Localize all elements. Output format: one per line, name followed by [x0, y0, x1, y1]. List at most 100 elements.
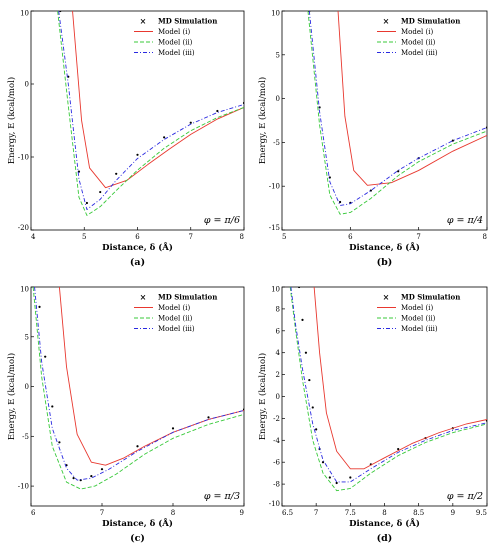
legend-label: MD Simulation: [158, 293, 217, 302]
series-md-simulation: [308, 11, 487, 204]
chart-panel-2: 5 6 7 8 10 5 0 -5 -10 -15 Distance, δ (Å) Energy, E…: [257, 10, 488, 268]
y-tick-label: -10: [18, 154, 29, 162]
md-simulation-point: [301, 318, 304, 321]
y-tick-label: -10: [269, 500, 280, 508]
md-simulation-point: [189, 121, 192, 124]
y-tick-label: 10: [271, 286, 280, 294]
legend-label: MD Simulation: [401, 17, 460, 26]
legend-item: × MD Simulation: [383, 292, 461, 302]
y-tick-label: 2: [276, 371, 280, 379]
series-line-model-i: [72, 11, 244, 189]
legend-item: Model (iii): [134, 325, 195, 333]
md-simulation-point: [58, 441, 61, 444]
y-tick-label: -10: [18, 483, 29, 491]
series-line-model-iii: [308, 11, 487, 206]
y-tick-label: 0: [276, 95, 280, 103]
x-tick-label: 8.5: [413, 509, 424, 517]
legend: × MD Simulation Model (i) Model (ii) Model (…: [131, 14, 241, 58]
legend-item: Model (iii): [377, 325, 438, 333]
md-simulation-point: [163, 136, 166, 139]
chart-panel-3: 6 7 8 9 10 5 0 -5 -10 Distance, δ (Å) Energy, E (k…: [6, 286, 245, 544]
legend-label: Model (iii): [158, 325, 195, 333]
legend-box: [131, 290, 241, 334]
x-tick-label: 4: [31, 233, 36, 241]
md-simulation-point: [297, 287, 301, 289]
legend-item: × MD Simulation: [383, 16, 461, 26]
panel-caption: (a): [130, 257, 145, 268]
series-layer: [307, 11, 487, 215]
y-tick-label: -6: [273, 459, 280, 467]
x-tick-label: 8: [171, 509, 175, 517]
md-simulation-point: [349, 476, 352, 479]
md-simulation-point: [338, 200, 342, 204]
md-simulation-point: [59, 11, 62, 13]
legend-label: Model (i): [158, 304, 190, 312]
md-simulation-point: [397, 170, 400, 173]
y-tick-label: 5: [25, 333, 29, 341]
x-tick-label: 7: [189, 233, 193, 241]
md-simulation-point: [451, 139, 454, 142]
x-tick-label: 8: [382, 509, 386, 517]
md-simulation-point: [242, 101, 244, 105]
md-simulation-point: [90, 475, 93, 478]
md-simulation-point: [335, 481, 338, 485]
legend-label: Model (ii): [158, 315, 193, 323]
y-tick-label: -8: [273, 481, 280, 489]
md-simulation-point: [115, 172, 118, 175]
md-simulation-point: [308, 378, 311, 382]
chart-panel-1: 4 5 6 7 8 10 0 -10 -20 Distance, δ (Å) Energy, E (…: [6, 10, 245, 268]
y-tick-label: 0: [25, 81, 29, 89]
series-layer: [32, 287, 244, 490]
legend-label: Model (iii): [401, 325, 438, 333]
y-axis-label: Energy, E (kcal/mol): [6, 353, 17, 440]
y-tick-label: 10: [20, 10, 29, 18]
x-axis-label: Distance, δ (Å): [349, 517, 420, 529]
x-tick-label: 5: [82, 233, 86, 241]
md-simulation-point: [171, 427, 175, 430]
legend-label: Model (i): [401, 28, 433, 36]
md-simulation-point: [72, 477, 75, 480]
legend-item: Model (i): [377, 28, 433, 36]
legend-item: Model (ii): [377, 315, 436, 323]
y-tick-label: 4: [276, 349, 281, 357]
series-line-model-i: [313, 287, 487, 470]
series-layer: [289, 287, 487, 492]
legend-label: Model (ii): [401, 39, 436, 47]
legend-item: × MD Simulation: [140, 292, 218, 302]
md-simulation-point: [485, 126, 487, 129]
x-tick-label: 5: [282, 233, 286, 241]
series-line-model-iii: [34, 287, 244, 481]
y-tick-label: 10: [271, 10, 280, 18]
series-line-model-iii: [290, 287, 487, 483]
legend-box: [374, 14, 484, 58]
x-tick-label: 7.5: [345, 509, 356, 517]
series-line-model-iii: [58, 11, 244, 211]
series-layer: [57, 11, 244, 216]
legend-marker-points: ×: [140, 16, 147, 26]
phi-annotation: φ = π/2: [447, 491, 483, 502]
phi-annotation: φ = π/4: [447, 215, 483, 226]
md-simulation-point: [85, 201, 89, 205]
legend-marker-points: ×: [140, 292, 147, 302]
x-tick-label: 7: [416, 233, 420, 241]
y-axis-label: Energy, E (kcal/mol): [257, 77, 268, 164]
y-tick-label: -4: [273, 437, 280, 445]
y-tick-label: -5: [22, 433, 29, 441]
x-axis-label: Distance, δ (Å): [102, 517, 173, 529]
legend-item: Model (ii): [134, 315, 193, 323]
x-tick-label: 7: [314, 509, 318, 517]
md-simulation-point: [311, 406, 314, 409]
y-tick-label: -20: [18, 224, 29, 232]
x-tick-label: 6: [348, 233, 353, 241]
y-tick-label: 0: [25, 383, 29, 391]
x-tick-label: 9: [240, 509, 244, 517]
y-tick-label: 0: [276, 393, 280, 401]
md-simulation-point: [44, 355, 47, 358]
legend-label: Model (iii): [401, 49, 438, 57]
md-simulation-point: [304, 351, 308, 354]
md-simulation-point: [397, 447, 400, 451]
legend-item: Model (i): [134, 304, 190, 312]
x-tick-label: 6: [31, 509, 36, 517]
legend-item: Model (i): [377, 304, 433, 312]
